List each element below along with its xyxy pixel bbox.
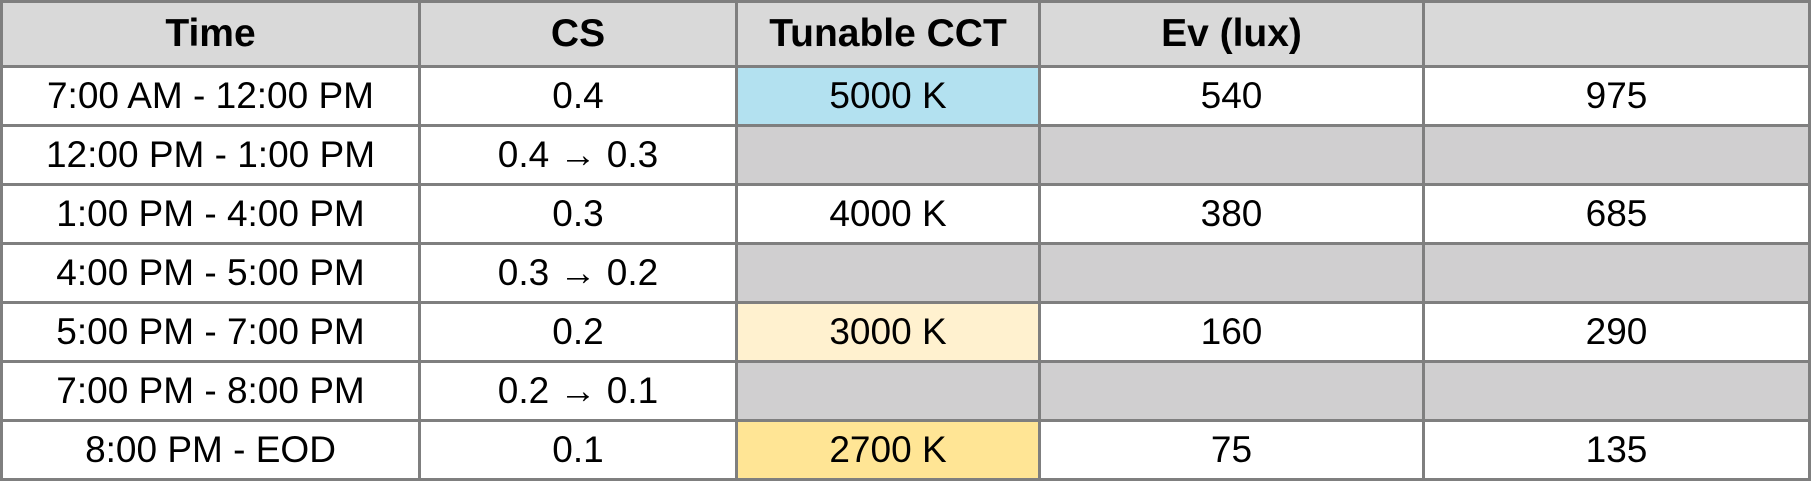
table-row: 7:00 AM - 12:00 PM 0.4 5000 K 540 975 [0, 65, 1811, 127]
cs-cell: 0.2 → 0.1 [418, 360, 738, 422]
cs-cell: 0.3 [418, 183, 738, 245]
extra-value-cell: 290 [1422, 301, 1811, 363]
ev-cell: 380 [1038, 183, 1425, 245]
cct-cell: 5000 K [735, 65, 1041, 127]
ev-cell [1038, 360, 1425, 422]
cct-cell: 3000 K [735, 301, 1041, 363]
cct-cell [735, 360, 1041, 422]
table-row: 1:00 PM - 4:00 PM 0.3 4000 K 380 685 [0, 183, 1811, 245]
cs-cell: 0.3 → 0.2 [418, 242, 738, 304]
extra-value-cell [1422, 242, 1811, 304]
time-cell: 1:00 PM - 4:00 PM [0, 183, 421, 245]
cs-cell: 0.2 [418, 301, 738, 363]
cct-cell [735, 242, 1041, 304]
time-cell: 8:00 PM - EOD [0, 419, 421, 481]
header-time: Time [0, 0, 421, 68]
table-row: 8:00 PM - EOD 0.1 2700 K 75 135 [0, 419, 1811, 481]
header-unlabeled [1422, 0, 1811, 68]
header-cs: CS [418, 0, 738, 68]
ev-cell: 160 [1038, 301, 1425, 363]
table-row: 5:00 PM - 7:00 PM 0.2 3000 K 160 290 [0, 301, 1811, 363]
extra-value-cell: 135 [1422, 419, 1811, 481]
table-row: 12:00 PM - 1:00 PM 0.4 → 0.3 [0, 124, 1811, 186]
table-row: 7:00 PM - 8:00 PM 0.2 → 0.1 [0, 360, 1811, 422]
time-cell: 7:00 PM - 8:00 PM [0, 360, 421, 422]
header-tunable-cct: Tunable CCT [735, 0, 1041, 68]
cct-cell: 4000 K [735, 183, 1041, 245]
ev-cell [1038, 124, 1425, 186]
extra-value-cell [1422, 124, 1811, 186]
cs-cell: 0.1 [418, 419, 738, 481]
extra-value-cell: 975 [1422, 65, 1811, 127]
cct-cell [735, 124, 1041, 186]
cs-cell: 0.4 [418, 65, 738, 127]
header-row: Time CS Tunable CCT Ev (lux) [0, 0, 1811, 68]
header-ev-lux: Ev (lux) [1038, 0, 1425, 68]
table-row: 4:00 PM - 5:00 PM 0.3 → 0.2 [0, 242, 1811, 304]
ev-cell [1038, 242, 1425, 304]
cs-cell: 0.4 → 0.3 [418, 124, 738, 186]
ev-cell: 75 [1038, 419, 1425, 481]
extra-value-cell: 685 [1422, 183, 1811, 245]
time-cell: 7:00 AM - 12:00 PM [0, 65, 421, 127]
time-cell: 4:00 PM - 5:00 PM [0, 242, 421, 304]
extra-value-cell [1422, 360, 1811, 422]
time-cell: 12:00 PM - 1:00 PM [0, 124, 421, 186]
time-cell: 5:00 PM - 7:00 PM [0, 301, 421, 363]
ev-cell: 540 [1038, 65, 1425, 127]
cct-cell: 2700 K [735, 419, 1041, 481]
